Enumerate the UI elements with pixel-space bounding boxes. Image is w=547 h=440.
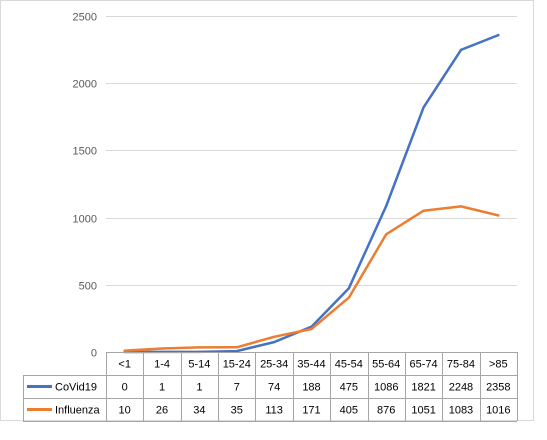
data-label: 405	[340, 405, 358, 417]
x-tick-label: >85	[489, 359, 508, 371]
data-point	[235, 346, 238, 349]
data-point	[497, 214, 500, 217]
data-point	[422, 209, 425, 212]
data-label: 74	[268, 382, 280, 394]
data-point	[459, 48, 463, 52]
legend-label: CoVid19	[55, 382, 97, 394]
x-tick-label: <1	[118, 359, 131, 371]
data-point	[272, 340, 276, 344]
data-point	[347, 296, 351, 299]
y-tick-label: 2500	[73, 12, 97, 24]
data-point	[160, 347, 164, 350]
data-label: 113	[265, 405, 283, 417]
x-tick-label: 75-84	[447, 359, 475, 371]
data-table: <1 1-4 5-14 15-24 25-34 35-44 45-54 55-64 65-74 7…	[23, 352, 518, 422]
data-label: 2358	[486, 382, 510, 394]
x-tick-label: 55-64	[372, 359, 400, 371]
data-point	[347, 287, 351, 290]
data-label: 26	[156, 405, 168, 417]
data-label: 7	[234, 382, 240, 394]
data-point	[198, 346, 201, 349]
data-label: 1821	[411, 382, 435, 394]
data-label: 2248	[449, 382, 473, 394]
x-tick-label: 35-44	[297, 359, 325, 371]
y-tick-label: 2000	[73, 79, 97, 91]
x-tick-label: 65-74	[410, 359, 438, 371]
y-tick-label: 0	[91, 348, 97, 360]
gridlines	[106, 16, 517, 286]
y-tick-label: 500	[79, 281, 97, 293]
data-point	[385, 233, 388, 236]
y-tick-label: 1000	[73, 214, 97, 226]
data-label: 1	[196, 382, 202, 394]
y-axis-ticks: 0 500 1000 1500 2000 2500	[73, 12, 97, 360]
data-label: 876	[377, 405, 395, 417]
legend-label: Influenza	[55, 405, 101, 417]
data-point	[235, 349, 238, 353]
data-point	[123, 349, 126, 352]
data-label: 475	[340, 382, 358, 394]
x-tick-label: 45-54	[335, 359, 363, 371]
data-point	[459, 205, 463, 208]
data-point	[385, 204, 388, 208]
data-label: 1	[159, 382, 165, 394]
data-label: 188	[302, 382, 320, 394]
data-point	[497, 33, 500, 37]
data-point	[422, 106, 425, 109]
chart-frame	[0, 0, 534, 421]
data-point	[272, 335, 276, 338]
x-tick-label: 1-4	[154, 359, 170, 371]
data-label: 35	[231, 405, 243, 417]
data-label: 34	[193, 405, 205, 417]
data-label: 1051	[411, 405, 435, 417]
x-tick-label: 15-24	[223, 359, 251, 371]
x-tick-label: 5-14	[188, 359, 210, 371]
data-label: 10	[119, 405, 131, 417]
data-point	[310, 327, 313, 331]
y-tick-label: 1500	[73, 146, 97, 158]
data-label: 0	[122, 382, 128, 394]
series-lines	[123, 33, 500, 354]
x-tick-label: 25-34	[260, 359, 288, 371]
data-label: 1086	[374, 382, 398, 394]
data-label: 1016	[486, 405, 510, 417]
data-label: 1083	[449, 405, 473, 417]
data-label: 171	[302, 405, 320, 417]
